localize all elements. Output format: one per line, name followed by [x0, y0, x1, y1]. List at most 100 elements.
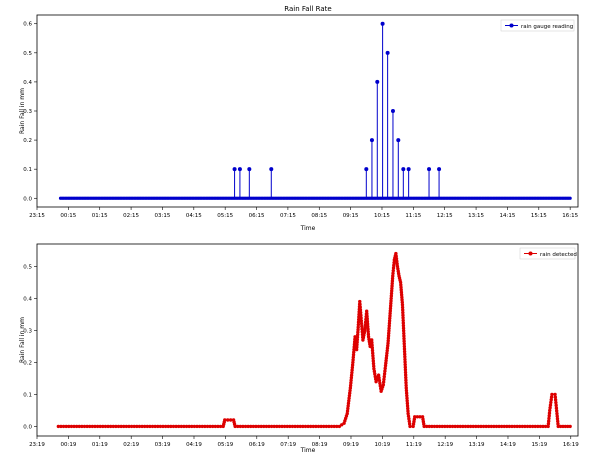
data-point: [262, 424, 266, 429]
data-point: [390, 276, 395, 281]
data-point: [563, 424, 568, 429]
legend-label: rain gauge reading: [521, 24, 573, 30]
data-point: [403, 357, 407, 362]
data-point: [401, 326, 406, 330]
data-point: [355, 332, 360, 337]
data-point: [370, 340, 374, 345]
data-point: [241, 424, 245, 429]
data-point: [458, 424, 463, 429]
data-point: [233, 424, 237, 429]
data-point: [494, 424, 499, 429]
data-point: [348, 391, 352, 395]
data-point: [405, 399, 409, 403]
data-point: [437, 167, 442, 172]
data-point: [251, 424, 256, 429]
x-tick-label: 15:19: [531, 442, 547, 448]
data-point: [380, 21, 385, 26]
data-point: [169, 424, 173, 429]
data-point: [132, 424, 136, 429]
data-point: [530, 424, 535, 429]
data-point: [402, 344, 407, 349]
x-tick-label: 03:15: [155, 213, 171, 219]
data-point: [127, 424, 131, 429]
data-point: [80, 424, 84, 429]
data-point: [538, 424, 543, 429]
data-point: [77, 424, 81, 429]
data-point: [405, 401, 410, 406]
data-point: [401, 316, 405, 320]
data-point: [213, 424, 218, 429]
data-point: [399, 288, 403, 292]
data-point: [359, 316, 363, 320]
data-point: [377, 376, 381, 380]
data-point: [346, 406, 350, 411]
data-point: [385, 351, 389, 355]
y-tick-label: 0.2: [23, 360, 32, 366]
data-point: [390, 109, 395, 113]
data-point: [403, 360, 407, 364]
data-point: [82, 424, 87, 429]
data-point: [394, 254, 398, 258]
data-point: [398, 280, 403, 285]
data-point: [95, 424, 100, 429]
data-point: [425, 424, 429, 429]
data-point: [387, 321, 392, 325]
data-point: [407, 422, 412, 426]
data-point: [489, 424, 494, 429]
data-point: [179, 424, 184, 429]
data-point: [158, 424, 163, 429]
data-point: [365, 317, 369, 321]
data-point: [389, 299, 393, 303]
x-tick-label: 01:19: [92, 442, 108, 448]
data-point: [122, 424, 126, 429]
data-point: [413, 415, 417, 419]
data-point: [148, 424, 152, 429]
data-point: [387, 331, 391, 335]
x-tick-label: 00:19: [60, 442, 76, 448]
data-point: [463, 424, 468, 429]
x-tick-label: 05:19: [217, 442, 233, 448]
data-point: [382, 377, 386, 382]
data-point: [236, 424, 240, 429]
data-point: [568, 196, 572, 200]
data-point: [510, 424, 514, 429]
data-point: [254, 424, 258, 429]
data-point: [356, 317, 361, 322]
data-point: [363, 328, 367, 333]
legend-marker: [509, 23, 514, 28]
data-point: [399, 293, 404, 297]
data-point: [391, 268, 395, 273]
data-point: [376, 373, 381, 377]
data-point: [404, 381, 408, 385]
data-point: [349, 378, 353, 383]
data-point: [402, 336, 406, 341]
data-point: [90, 424, 95, 429]
data-point: [386, 334, 391, 338]
data-point: [405, 393, 409, 398]
data-point: [402, 334, 406, 338]
data-point: [365, 319, 370, 324]
data-point: [366, 332, 371, 336]
data-point: [518, 424, 522, 429]
y-tick-label: 0.0: [23, 424, 32, 430]
data-point: [401, 308, 405, 312]
data-point: [156, 424, 160, 429]
data-point: [402, 347, 407, 351]
data-point: [403, 352, 407, 356]
data-point: [385, 346, 390, 350]
legend-box: [519, 247, 576, 260]
data-point: [371, 351, 375, 355]
data-point: [555, 411, 559, 416]
data-point: [298, 424, 302, 429]
data-point: [497, 424, 501, 429]
series-marks: [58, 21, 572, 200]
data-point: [520, 424, 525, 429]
data-point: [499, 424, 504, 429]
data-point: [387, 324, 391, 328]
data-point: [246, 424, 250, 429]
data-point: [437, 424, 442, 429]
data-point: [387, 326, 391, 330]
data-point: [200, 424, 204, 429]
x-tick-label: 02:19: [123, 442, 139, 448]
data-point: [370, 348, 375, 353]
